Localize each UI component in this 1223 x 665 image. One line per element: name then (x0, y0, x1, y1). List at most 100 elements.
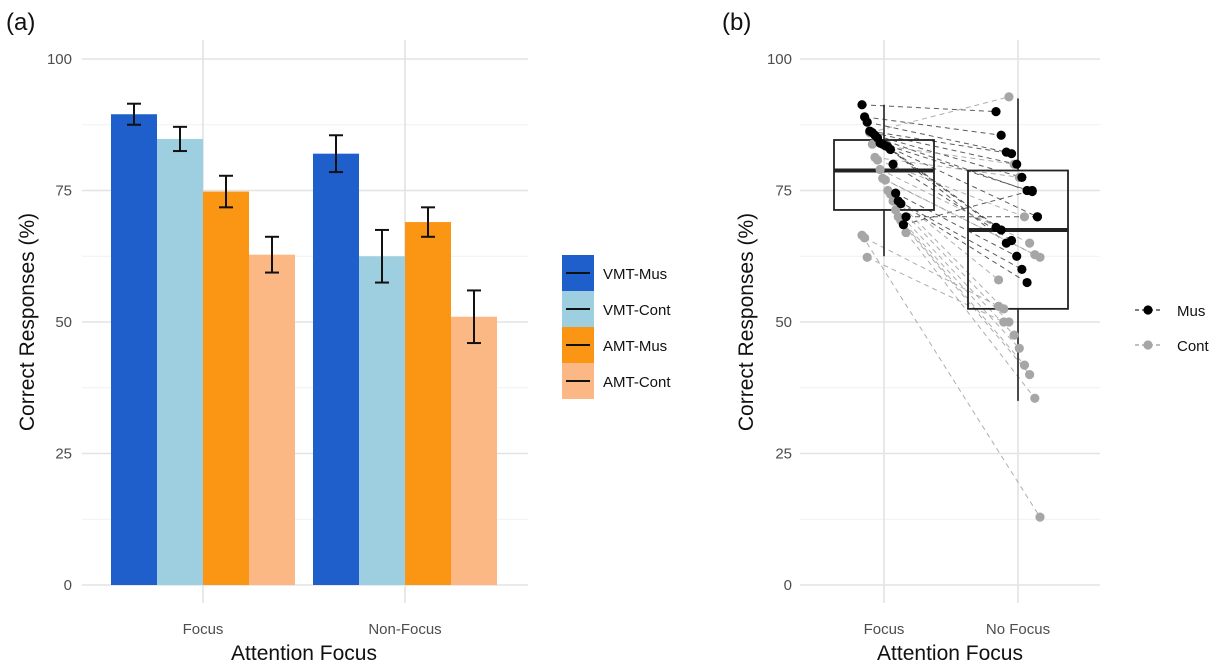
legend-label: AMT-Mus (603, 338, 667, 355)
y-axis-title: Correct Responses (%) (735, 213, 758, 431)
bar (203, 191, 249, 585)
y-tick-label: 75 (775, 183, 792, 200)
y-tick-label: 50 (55, 314, 72, 331)
paired-line (882, 143, 1038, 218)
legend-label: Mus (1177, 303, 1205, 320)
data-point (999, 317, 1009, 327)
paired-line (864, 237, 999, 307)
paired-line (895, 209, 1015, 336)
x-tick-labels: Focus No Focus (864, 621, 1051, 638)
paired-line (900, 203, 1028, 283)
y-tick-label: 100 (47, 51, 72, 68)
data-point (996, 225, 1006, 235)
x-tick-labels: Focus Non-Focus (183, 621, 442, 638)
legend-label: VMT-Cont (603, 302, 671, 319)
data-point (1035, 252, 1045, 262)
y-axis-title: Correct Responses (%) (16, 213, 39, 431)
grid (800, 40, 1100, 603)
x-tick-label: No Focus (986, 621, 1050, 638)
paired-line (892, 200, 1010, 323)
data-point (859, 233, 870, 243)
data-point (901, 227, 911, 238)
paired-line (887, 190, 999, 281)
x-axis-title: Attention Focus (877, 642, 1023, 665)
paired-line (874, 156, 1020, 178)
data-point (991, 107, 1001, 117)
bar (359, 256, 405, 585)
y-tick-labels: 0 25 50 75 100 (767, 51, 792, 594)
box-plot-panel: 0 25 50 75 100 Focus No Focus Attention Focus… (735, 40, 1210, 665)
data-point (1025, 370, 1035, 380)
paired-line (872, 132, 1017, 165)
paired-lines (861, 96, 1041, 518)
legend-key-point (1143, 340, 1153, 350)
x-axis-title: Attention Focus (231, 642, 377, 665)
y-tick-label: 25 (775, 446, 792, 463)
panel-b-label: (b) (722, 9, 751, 36)
x-tick-label: Focus (864, 621, 905, 638)
data-point (1017, 264, 1027, 274)
data-point (1025, 238, 1035, 248)
data-point (1030, 393, 1040, 403)
bar (111, 114, 157, 585)
data-point (875, 164, 885, 175)
bar (451, 316, 497, 585)
paired-line (887, 146, 1002, 231)
data-point (880, 175, 890, 185)
data-point (993, 301, 1004, 311)
paired-line (905, 232, 1036, 399)
y-tick-label: 100 (767, 51, 792, 68)
paired-line (884, 145, 997, 228)
data-point (862, 117, 872, 127)
bar (249, 254, 295, 585)
legend: VMT-Mus VMT-Cont AMT-Mus AMT-Cont (562, 255, 671, 399)
bars (111, 114, 497, 585)
box (967, 169, 1069, 310)
data-point (891, 188, 901, 198)
paired-line (872, 143, 1015, 165)
y-tick-labels: 0 25 50 75 100 (47, 51, 72, 594)
paired-line (900, 220, 1025, 366)
data-point (1019, 360, 1030, 370)
y-tick-label: 0 (784, 577, 792, 594)
paired-line (866, 256, 1004, 323)
data-point (898, 220, 909, 230)
data-point (1014, 343, 1024, 353)
data-point (1027, 185, 1037, 196)
data-point (901, 212, 911, 222)
data-point (867, 139, 877, 149)
paired-line (897, 216, 1020, 349)
legend-key-point (1143, 305, 1153, 315)
legend-label: Cont (1177, 338, 1210, 355)
data-point (885, 144, 896, 155)
bar (157, 138, 203, 585)
x-tick-label: Non-Focus (368, 621, 441, 638)
data-point (1017, 172, 1027, 182)
y-tick-label: 50 (775, 314, 792, 331)
bar (405, 222, 451, 585)
error-bars (127, 102, 481, 345)
data-point (1006, 235, 1017, 246)
data-point (1032, 212, 1043, 222)
data-point (857, 100, 867, 110)
data-point (1022, 277, 1032, 288)
paired-line (885, 179, 1041, 258)
data-point (1004, 92, 1014, 102)
data-point (1009, 330, 1019, 340)
bar-chart-panel: 0 25 50 75 100 Focus Non-Focus Attention Focu… (16, 40, 671, 665)
data-point (996, 130, 1006, 140)
data-point (1012, 159, 1022, 169)
data-point (872, 155, 883, 165)
paired-line (895, 192, 1017, 257)
paired-line (869, 96, 1010, 134)
legend-label: AMT-Cont (603, 374, 671, 391)
paired-line (861, 234, 1041, 518)
panel-a-label: (a) (6, 9, 35, 36)
y-tick-label: 75 (55, 183, 72, 200)
legend: Mus Cont (1135, 303, 1210, 355)
paired-line (869, 130, 1012, 155)
paired-line (897, 200, 1023, 270)
data-point (993, 275, 1004, 285)
data-point (1019, 212, 1030, 222)
